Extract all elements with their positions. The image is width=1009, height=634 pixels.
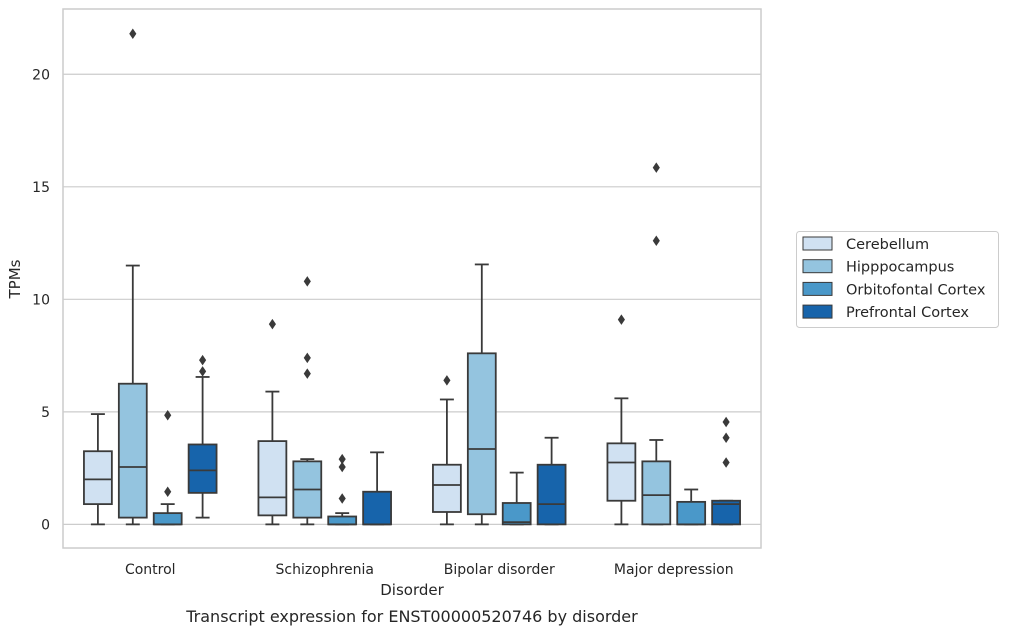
outlier-point	[722, 457, 730, 468]
y-axis-title: TPMs	[6, 259, 24, 299]
outlier-point	[164, 486, 172, 497]
box-body	[117, 382, 148, 519]
box-2-2	[501, 471, 532, 526]
plot-frame	[62, 8, 762, 549]
box-1-1	[292, 276, 323, 526]
outlier-point	[199, 366, 207, 377]
box-3-3	[711, 416, 741, 526]
box-0-3	[606, 314, 637, 526]
legend: Cerebellum Hipppocampus Orbitofontal Corte…	[796, 231, 999, 328]
box-body	[152, 512, 183, 526]
box-0-1	[257, 318, 288, 526]
box-body	[327, 515, 358, 526]
box-1-2	[466, 263, 497, 526]
legend-label: Prefrontal Cortex	[846, 305, 969, 321]
legend-swatch	[802, 236, 833, 251]
outlier-point	[652, 162, 660, 173]
legend-label: Orbitofontal Cortex	[846, 282, 986, 298]
outlier-point	[303, 352, 311, 364]
box-0-2	[432, 375, 462, 526]
box-3-1	[362, 451, 392, 526]
outlier-point	[303, 276, 311, 287]
box-body	[257, 440, 288, 517]
legend-swatch	[802, 259, 833, 274]
plot-area	[83, 28, 741, 526]
box-body	[711, 499, 741, 526]
y-tick-label: 15	[32, 180, 50, 196]
x-tick-label: Control	[125, 562, 176, 578]
x-tick-label: Major depression	[614, 562, 734, 578]
legend-swatch	[802, 304, 833, 319]
box-1-0	[117, 28, 148, 526]
y-tick-label: 10	[32, 292, 50, 308]
outlier-point	[722, 432, 730, 443]
outlier-point	[338, 493, 346, 504]
x-axis: Control Schizophrenia Bipolar disorder Majo…	[125, 562, 734, 578]
outlier-point	[338, 461, 346, 473]
legend-label: Hipppocampus	[846, 260, 954, 276]
y-tick-label: 20	[32, 67, 50, 83]
box-2-0	[152, 409, 183, 526]
y-axis: 0 5 10 15 20	[32, 67, 50, 533]
outlier-point	[129, 28, 137, 40]
box-body	[501, 502, 532, 526]
x-axis-title: Disorder	[380, 581, 444, 599]
box-2-1	[327, 453, 358, 526]
outlier-point	[268, 318, 276, 330]
box-3-0	[187, 354, 218, 519]
legend-label: Cerebellum	[846, 237, 929, 253]
y-tick-label: 0	[41, 517, 50, 533]
box-body	[83, 450, 113, 506]
box-0-0	[83, 413, 113, 526]
y-tick-label: 5	[41, 405, 50, 421]
outlier-point	[722, 416, 730, 428]
box-body	[641, 460, 672, 526]
box-1-3	[641, 162, 672, 526]
legend-swatch	[802, 281, 833, 296]
outlier-point	[443, 375, 451, 386]
box-3-2	[536, 436, 567, 526]
box-body	[536, 463, 567, 526]
box-body	[432, 463, 462, 513]
chart-caption: Transcript expression for ENST0000052074…	[185, 607, 638, 626]
box-body	[466, 352, 497, 516]
box-body	[606, 442, 637, 502]
box-body	[187, 443, 218, 494]
outlier-point	[164, 409, 172, 421]
box-body	[362, 490, 392, 526]
box-body	[676, 500, 707, 526]
legend-frame	[796, 231, 999, 328]
x-tick-label: Bipolar disorder	[444, 562, 555, 578]
outlier-point	[338, 453, 346, 465]
box-2-3	[676, 488, 707, 526]
outlier-point	[303, 368, 311, 379]
outlier-point	[199, 354, 207, 366]
outlier-point	[617, 314, 625, 325]
outlier-point	[652, 235, 660, 247]
x-tick-label: Schizophrenia	[276, 562, 374, 578]
